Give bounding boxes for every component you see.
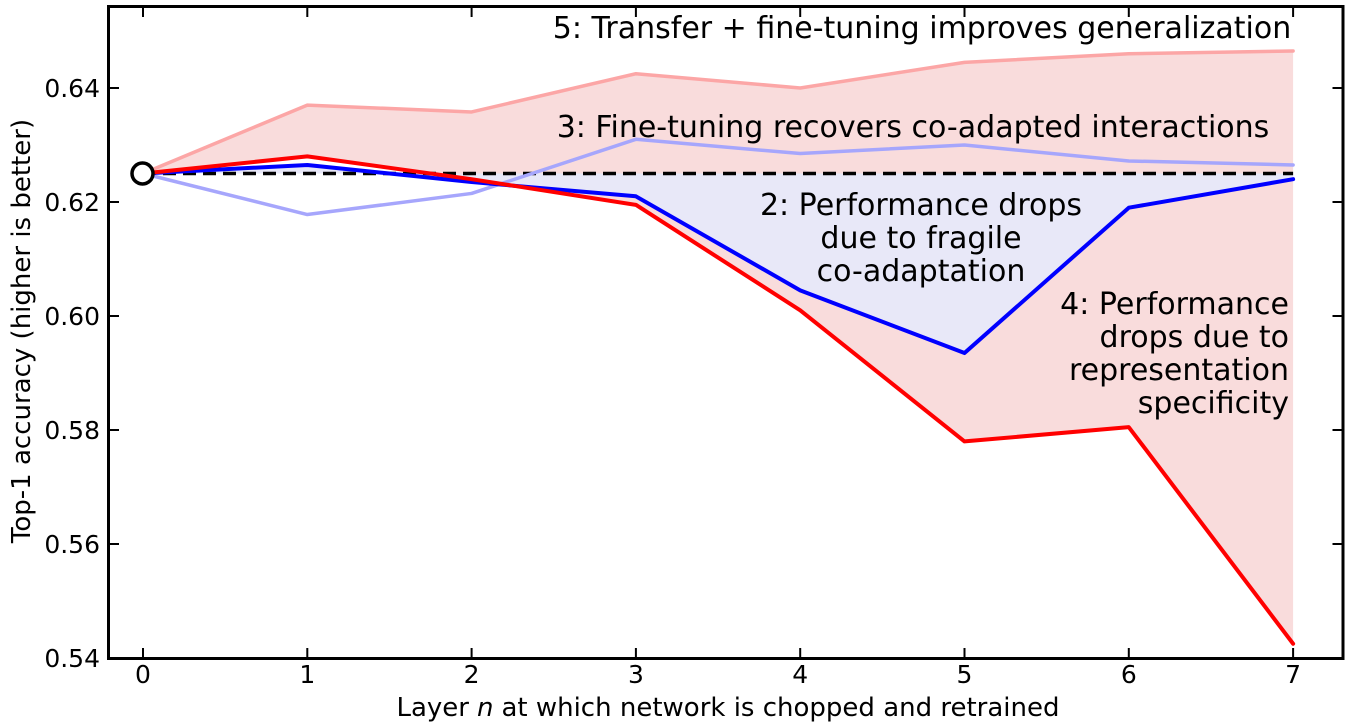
axis-labels-layer: Layer n at which network is chopped and re… <box>7 119 1060 723</box>
x-tick-label: 4 <box>792 660 808 689</box>
fill-regions-layer <box>143 50 1294 644</box>
series-line5 <box>141 49 1295 176</box>
note-2-fragile-line-2: due to fragile <box>820 221 1021 256</box>
annotations-layer: 5: Transfer + fine-tuning improves gener… <box>553 11 1291 421</box>
base-accuracy-marker <box>130 161 155 186</box>
y-tick-label: 0.62 <box>44 188 100 217</box>
series-line3 <box>141 137 1295 217</box>
y-tick-label: 0.54 <box>44 644 100 673</box>
note-3-finetune-line-1: 3: Fine-tuning recovers co-adapted inter… <box>557 110 1270 145</box>
x-tick-label: 7 <box>1285 660 1301 689</box>
plot-frame <box>107 5 1345 660</box>
note-4-specificity-line-4: specificity <box>1138 386 1289 421</box>
note-2-fragile-line-1: 2: Performance drops <box>760 188 1082 223</box>
x-tick-label: 1 <box>299 660 315 689</box>
note-4-specificity-line-3: representation <box>1069 353 1289 388</box>
y-tick-label: 0.60 <box>44 302 100 331</box>
y-tick-label: 0.64 <box>44 74 100 103</box>
note-2-fragile-line-3: co-adaptation <box>817 254 1026 289</box>
x-tick-label: 2 <box>464 660 480 689</box>
series-line2 <box>141 162 1296 356</box>
x-tick-label: 5 <box>957 660 973 689</box>
note-5-transfer-line-1: 5: Transfer + fine-tuning improves gener… <box>553 11 1291 46</box>
x-axis-label: Layer n at which network is chopped and re… <box>396 693 1059 723</box>
y-tick-label: 0.56 <box>44 530 100 559</box>
series-lines-layer <box>141 49 1296 646</box>
x-tick-label: 3 <box>628 660 644 689</box>
tick-labels-layer: 0 1 2 3 4 5 6 7 0.54 0.56 0.58 0.60 0.62 0.64 <box>44 74 1301 689</box>
start-marker-layer <box>130 161 155 186</box>
x-tick-label: 0 <box>135 660 151 689</box>
note-4-specificity-line-2: drops due to <box>1100 320 1289 355</box>
x-tick-label: 6 <box>1121 660 1137 689</box>
y-axis-label: Top-1 accuracy (higher is better) <box>7 119 37 544</box>
fill-region-baseline-line2 <box>143 164 1294 354</box>
series-line4 <box>141 154 1296 646</box>
note-4-specificity-line-1: 4: Performance <box>1060 287 1289 322</box>
y-tick-label: 0.58 <box>44 416 100 445</box>
axes-frame-layer <box>107 5 1345 660</box>
